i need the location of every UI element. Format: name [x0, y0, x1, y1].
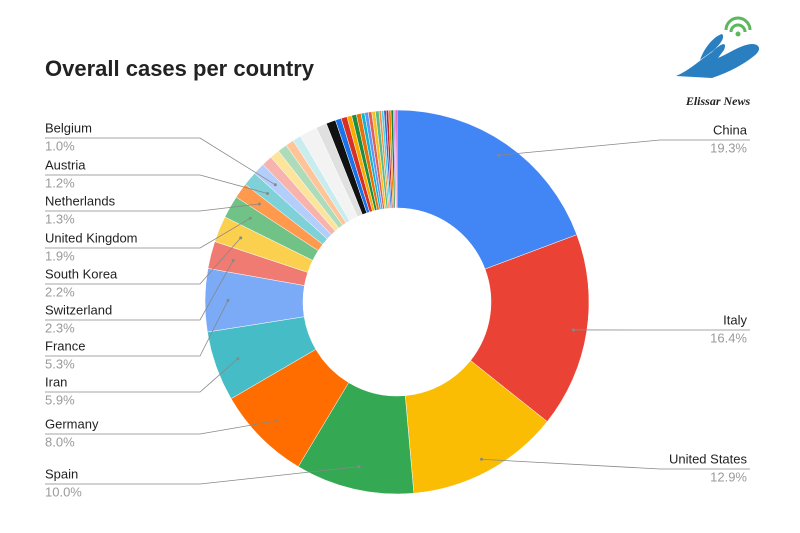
leader-dot [236, 357, 240, 361]
leader-line [481, 458, 750, 470]
slice [396, 109, 578, 270]
slice-label: Switzerland [45, 302, 112, 317]
slice-label: Netherlands [45, 193, 116, 208]
leader-dot [239, 236, 243, 240]
slice-label: Iran [45, 374, 67, 389]
slice [395, 109, 398, 209]
leader-line [45, 466, 360, 485]
value-label: 19.3% [710, 140, 747, 155]
slice-label: Belgium [45, 120, 92, 135]
value-label: 1.3% [45, 211, 75, 226]
value-label: 2.3% [45, 320, 75, 335]
slice-label: United Kingdom [45, 230, 138, 245]
value-label: 12.9% [710, 469, 747, 484]
leader-dot [265, 191, 269, 195]
leader-dot [226, 298, 230, 302]
value-label: 5.9% [45, 392, 75, 407]
leader-dot [480, 457, 484, 461]
leader-line [45, 137, 276, 186]
slice-label: South Korea [45, 266, 118, 281]
value-label: 2.2% [45, 284, 75, 299]
logo-icon [676, 16, 760, 78]
chart-title: Overall cases per country [45, 56, 315, 81]
value-label: 1.0% [45, 138, 75, 153]
leader-line [45, 300, 229, 357]
donut [204, 109, 590, 495]
leader-dot [275, 419, 279, 423]
logo-text: Elissar News [685, 94, 751, 108]
value-label: 8.0% [45, 434, 75, 449]
value-label: 16.4% [710, 330, 747, 345]
leader-line [45, 420, 277, 435]
leader-dot [231, 258, 235, 262]
leader-line [45, 217, 251, 249]
leader-dot [248, 216, 252, 220]
leader-line [45, 358, 239, 393]
slice-label: Germany [45, 416, 99, 431]
leader-dot [257, 202, 261, 206]
leader-dot [497, 153, 501, 157]
leader-dot [273, 183, 277, 187]
slice-label: Austria [45, 157, 86, 172]
leader-line [45, 203, 260, 212]
value-label: 1.9% [45, 248, 75, 263]
leader-line [45, 174, 268, 194]
value-label: 10.0% [45, 484, 82, 499]
leader-line [45, 237, 241, 285]
value-label: 1.2% [45, 175, 75, 190]
leader-dot [357, 465, 361, 469]
slice-label: China [713, 122, 748, 137]
slice-label: United States [669, 451, 748, 466]
slice-label: France [45, 338, 85, 353]
slice [470, 234, 590, 422]
leader-dot [571, 328, 575, 332]
slice-label: Spain [45, 466, 78, 481]
leader-line [45, 260, 234, 321]
leader-line [498, 139, 750, 156]
slice-label: Italy [723, 312, 747, 327]
value-label: 5.3% [45, 356, 75, 371]
labels: China 19.3% Italy 16.4% United States 12.9% Sp… [45, 120, 750, 499]
